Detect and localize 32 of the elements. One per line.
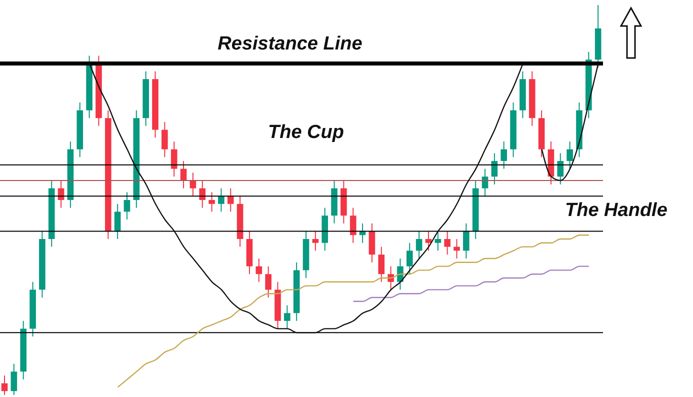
candlestick — [454, 238, 460, 259]
candlestick — [444, 230, 450, 256]
candlestick — [1, 375, 8, 395]
candlestick — [265, 266, 272, 298]
candlestick — [256, 258, 262, 282]
candlestick — [434, 230, 442, 252]
candlestick — [566, 141, 573, 170]
annotation: The Cup — [268, 122, 344, 144]
candlestick — [190, 172, 196, 197]
candlestick — [378, 246, 385, 282]
candlestick — [312, 230, 319, 252]
annotation: The Handle — [565, 200, 668, 222]
candlestick — [170, 141, 178, 178]
candlestick — [557, 152, 564, 185]
candlestick — [368, 222, 376, 263]
candlestick — [406, 242, 413, 275]
candlestick — [218, 188, 224, 212]
candlestick — [388, 266, 394, 290]
ref-line-label: Resistance Line — [218, 34, 363, 54]
candlestick — [10, 363, 18, 395]
candlestick — [284, 304, 290, 330]
candlestick — [114, 203, 121, 240]
candlestick — [162, 122, 168, 158]
candlestick — [425, 230, 432, 252]
candlestick — [124, 192, 130, 220]
candlestick — [350, 207, 356, 244]
candlestick — [199, 180, 206, 208]
candlestick — [416, 230, 422, 259]
candlestick — [208, 192, 215, 212]
candlestick — [500, 141, 508, 170]
candlestick — [463, 222, 470, 259]
candlestick — [227, 188, 234, 212]
